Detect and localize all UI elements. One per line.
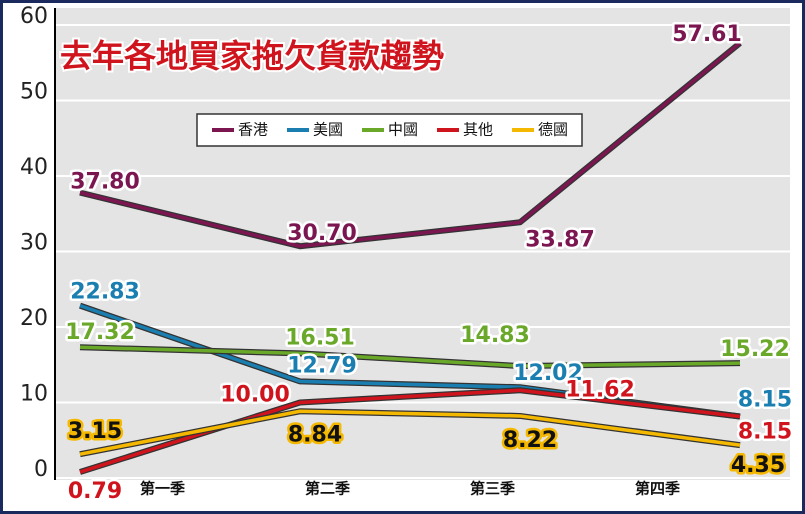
data-label: 10.00 bbox=[220, 383, 290, 408]
y-tick-label: 0 bbox=[34, 457, 48, 482]
data-label: 11.62 bbox=[565, 377, 635, 402]
data-label: 15.22 bbox=[720, 337, 790, 362]
data-label: 8.15 bbox=[738, 419, 792, 444]
data-label: 14.83 bbox=[460, 323, 530, 348]
chart-title: 去年各地買家拖欠貨款趨勢 bbox=[60, 37, 444, 75]
data-label: 17.32 bbox=[65, 320, 135, 345]
line bbox=[79, 41, 742, 248]
data-label: 8.15 bbox=[738, 387, 792, 412]
data-label: 3.15 bbox=[68, 419, 122, 444]
legend-label: 美國 bbox=[313, 121, 343, 139]
data-label: 22.83 bbox=[70, 280, 140, 305]
data-label: 0.79 bbox=[68, 479, 122, 504]
line bbox=[79, 388, 741, 474]
y-tick-label: 50 bbox=[20, 80, 48, 105]
legend-label: 中國 bbox=[388, 121, 418, 139]
data-label: 33.87 bbox=[525, 227, 595, 252]
y-tick-label: 40 bbox=[20, 155, 48, 180]
legend-label: 其他 bbox=[463, 121, 493, 139]
x-tick-label: 第三季 bbox=[470, 480, 515, 498]
legend-label: 德國 bbox=[538, 121, 568, 139]
y-tick-label: 60 bbox=[20, 4, 48, 29]
x-tick-label: 第四季 bbox=[635, 480, 680, 498]
data-label: 8.22 bbox=[503, 428, 557, 453]
data-label: 16.51 bbox=[285, 325, 355, 350]
y-tick-label: 30 bbox=[20, 231, 48, 256]
plot: 37.80 30.70 33.87 57.61 22.83 12.79 12.02 8.15 1… bbox=[63, 20, 795, 507]
data-label: 30.70 bbox=[287, 221, 357, 246]
line bbox=[79, 409, 741, 456]
y-tick-label: 20 bbox=[20, 306, 48, 331]
x-tick-label: 第一季 bbox=[140, 480, 185, 498]
x-tick-label: 第二季 bbox=[305, 480, 350, 498]
data-label: 12.02 bbox=[513, 361, 583, 386]
legend-items: 香港 美國 中國 其他 德國 bbox=[212, 121, 568, 139]
legend-label: 香港 bbox=[238, 121, 268, 139]
grid: 0 10 20 30 40 50 60 第一季 第二季 第三季 第四季 bbox=[20, 4, 790, 498]
data-label: 12.79 bbox=[287, 353, 357, 378]
data-label: 37.80 bbox=[70, 170, 140, 195]
line bbox=[79, 345, 741, 368]
data-label: 8.84 bbox=[288, 422, 342, 447]
y-tick-label: 10 bbox=[20, 382, 48, 407]
plot-area bbox=[55, 8, 790, 480]
data-label: 4.35 bbox=[731, 453, 785, 478]
data-label: 57.61 bbox=[672, 22, 742, 47]
